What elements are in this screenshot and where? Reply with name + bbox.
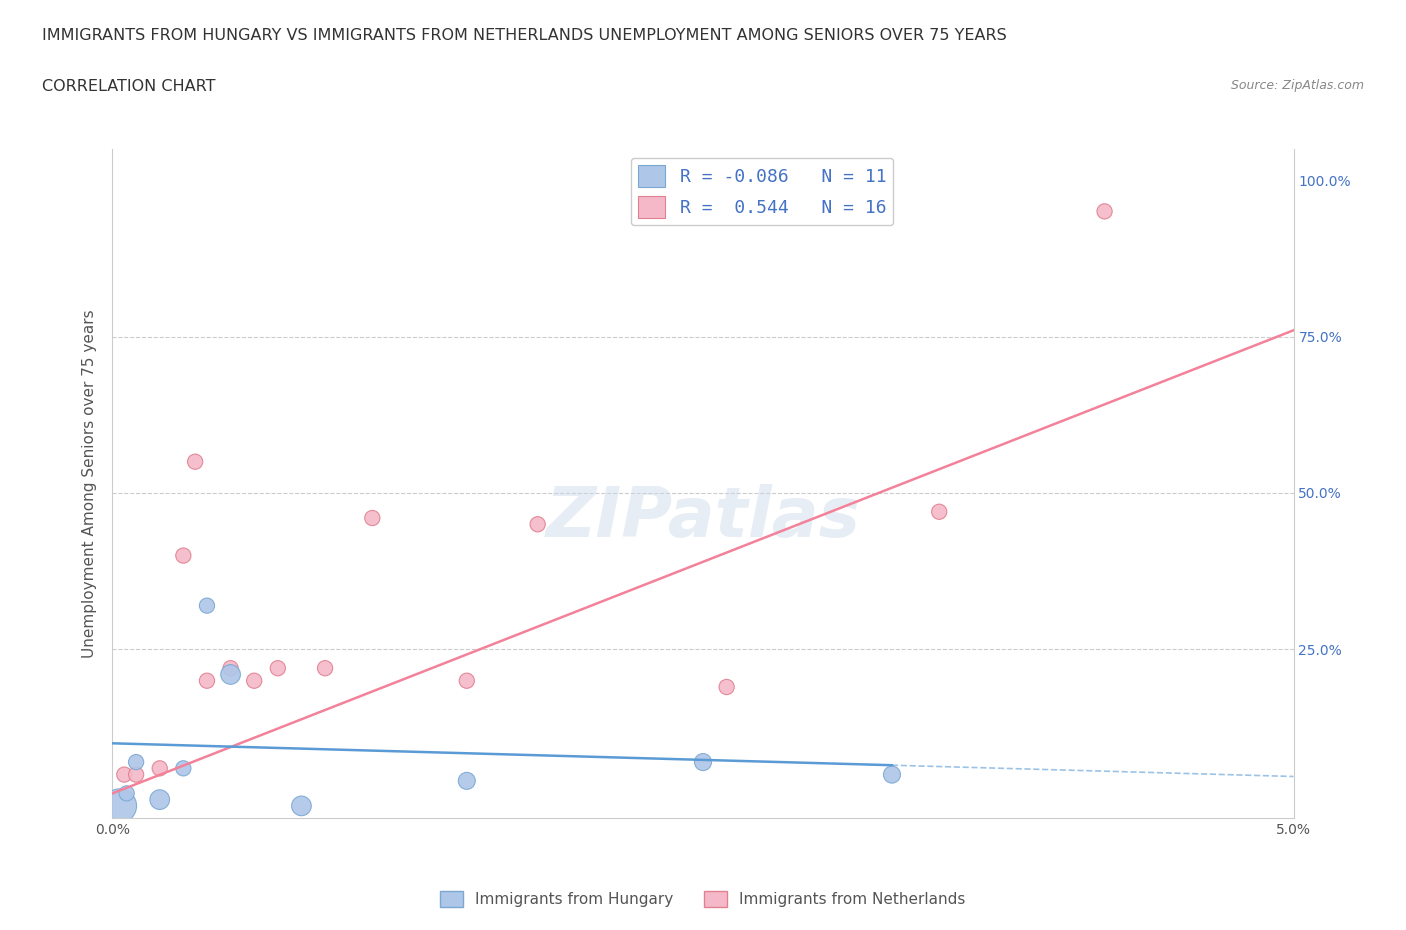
Point [267, 661, 290, 676]
Point [361, 511, 384, 525]
Point [149, 792, 172, 807]
Point [184, 454, 207, 469]
Point [112, 767, 135, 782]
Point [219, 661, 242, 676]
Point [290, 799, 312, 814]
Y-axis label: Unemployment Among Seniors over 75 years: Unemployment Among Seniors over 75 years [82, 310, 97, 658]
Text: IMMIGRANTS FROM HUNGARY VS IMMIGRANTS FROM NETHERLANDS UNEMPLOYMENT AMONG SENIOR: IMMIGRANTS FROM HUNGARY VS IMMIGRANTS FR… [42, 28, 1007, 43]
Text: Source: ZipAtlas.com: Source: ZipAtlas.com [1230, 79, 1364, 92]
Point [172, 761, 194, 776]
Point [314, 661, 336, 676]
Point [692, 754, 714, 769]
Point [243, 673, 266, 688]
Point [1094, 204, 1116, 219]
Legend: Immigrants from Hungary, Immigrants from Netherlands: Immigrants from Hungary, Immigrants from… [434, 884, 972, 913]
Point [108, 799, 131, 814]
Point [195, 673, 218, 688]
Point [195, 598, 218, 613]
Point [219, 667, 242, 682]
Point [149, 761, 172, 776]
Point [716, 680, 738, 695]
Point [115, 786, 138, 801]
Point [172, 548, 194, 563]
Legend: R = -0.086   N = 11, R =  0.544   N = 16: R = -0.086 N = 11, R = 0.544 N = 16 [631, 158, 893, 225]
Point [456, 774, 478, 789]
Point [928, 504, 950, 519]
Text: CORRELATION CHART: CORRELATION CHART [42, 79, 215, 94]
Point [125, 767, 148, 782]
Point [526, 517, 548, 532]
Point [456, 673, 478, 688]
Text: ZIPatlas: ZIPatlas [546, 484, 860, 551]
Point [880, 767, 903, 782]
Point [125, 754, 148, 769]
